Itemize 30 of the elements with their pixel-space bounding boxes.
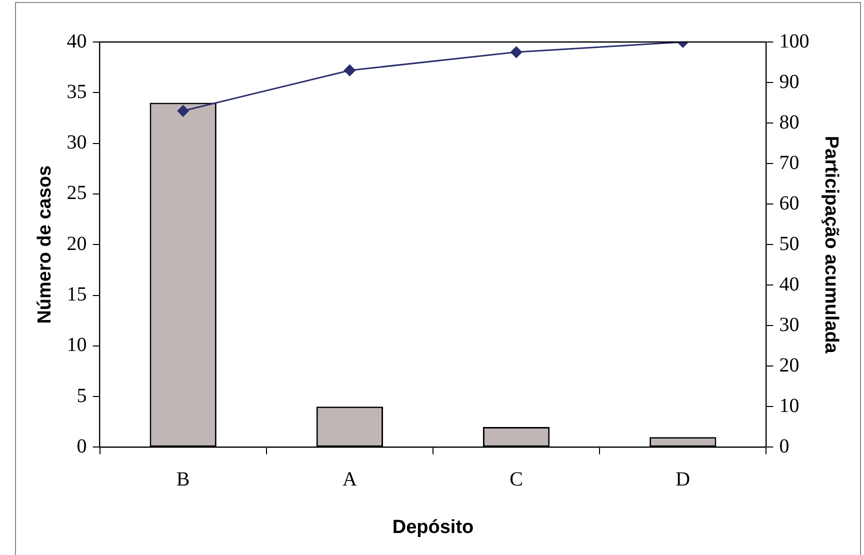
point	[510, 46, 522, 58]
x-tick-label: B	[176, 468, 190, 490]
y-tick-label: 5	[76, 384, 87, 407]
y2-tick-label: 70	[779, 152, 800, 174]
point	[177, 105, 189, 117]
y-tick-label: 35	[66, 80, 87, 103]
y2-axis-title: Participação acumulada	[820, 136, 842, 354]
y2-tick-label: 30	[779, 314, 800, 336]
x-tick-label: A	[342, 468, 358, 490]
y2-tick-label: 60	[779, 192, 800, 214]
y2-tick-label: 0	[779, 435, 790, 458]
y2-tick-label: 40	[779, 273, 800, 296]
y2-tick-label: 10	[779, 394, 800, 417]
y2-tick-label: 80	[779, 111, 800, 134]
x-tick-label: D	[676, 468, 690, 490]
y2-tick-label: 50	[779, 232, 800, 255]
y-tick-label: 30	[66, 132, 87, 154]
y-tick-label: 15	[66, 284, 87, 306]
y-tick-label: 20	[66, 232, 87, 255]
y2-tick-label: 100	[779, 30, 810, 52]
y-tick-label: 10	[66, 334, 87, 356]
y2-tick-label: 90	[779, 70, 800, 93]
y-tick-label: 40	[66, 30, 87, 52]
point	[344, 64, 356, 76]
y-tick-label: 25	[66, 182, 87, 204]
y-tick-label: 0	[76, 435, 87, 458]
y2-tick-label: 20	[779, 354, 800, 376]
x-tick-label: C	[510, 468, 523, 490]
x-axis-title: Depósito	[392, 516, 474, 538]
y-axis-title: Número de casos	[34, 165, 56, 324]
